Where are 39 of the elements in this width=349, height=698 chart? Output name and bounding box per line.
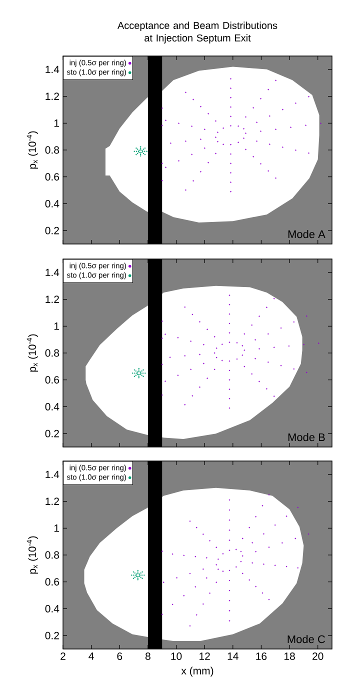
y-tick-label: 0.6 (45, 578, 60, 586)
x-tick-label: 20 (312, 652, 324, 660)
y-tick-label: 0.8 (45, 551, 60, 559)
y-tick-label: 0.6 (45, 173, 60, 181)
y-tick-label: 1.4 (46, 470, 60, 478)
x-tick-label: 16 (256, 652, 267, 660)
y-tick-label: 0.8 (45, 146, 60, 154)
x-tick-label: 8 (145, 652, 150, 660)
y-axis-title: p$_{x}$ (10$^{-4}$) (26, 536, 38, 574)
y-tick-label: 0.4 (45, 605, 60, 612)
x-tick-label: 18 (284, 652, 295, 660)
y-tick-label: 0.4 (45, 200, 60, 208)
y-tick-label: 1 (54, 322, 59, 330)
x-tick-label: 4 (88, 652, 94, 660)
annotation: Mode B (288, 433, 325, 442)
y-tick-label: 1.4 (46, 268, 60, 276)
x-tick-label: 2 (60, 652, 66, 660)
y-tick-label: 0.6 (45, 376, 60, 384)
x-tick-label: 14 (228, 652, 238, 660)
y-tick-label: 1.4 (46, 66, 60, 74)
y-tick-label: 0.4 (45, 403, 60, 410)
x-tick-label: 12 (200, 652, 210, 660)
x-axis-title: x (mm) (181, 666, 214, 677)
y-tick-label: 1 (54, 524, 59, 532)
y-tick-label: 1.2 (46, 498, 59, 505)
y-tick-label: 0.8 (45, 349, 60, 357)
annotation: Mode C (288, 635, 325, 644)
y-tick-label: 1 (54, 120, 59, 127)
chart-title: Acceptance and Beam Distributions at Injection Septum Exit (117, 22, 278, 44)
y-tick-label: 0.2 (45, 632, 59, 640)
y-tick-label: 0.2 (45, 226, 59, 234)
y-tick-label: 1.2 (46, 92, 59, 100)
x-tick-label: 6 (117, 652, 122, 660)
y-axis-title: p$_{x}$ (10$^{-4}$) (26, 131, 38, 169)
y-tick-label: 1.2 (46, 296, 59, 303)
y-axis-title: p$_{x}$ (10$^{-4}$) (26, 334, 38, 372)
annotation: Mode A (288, 230, 326, 238)
x-tick-label: 10 (171, 652, 182, 660)
y-tick-label: 0.2 (45, 430, 59, 438)
